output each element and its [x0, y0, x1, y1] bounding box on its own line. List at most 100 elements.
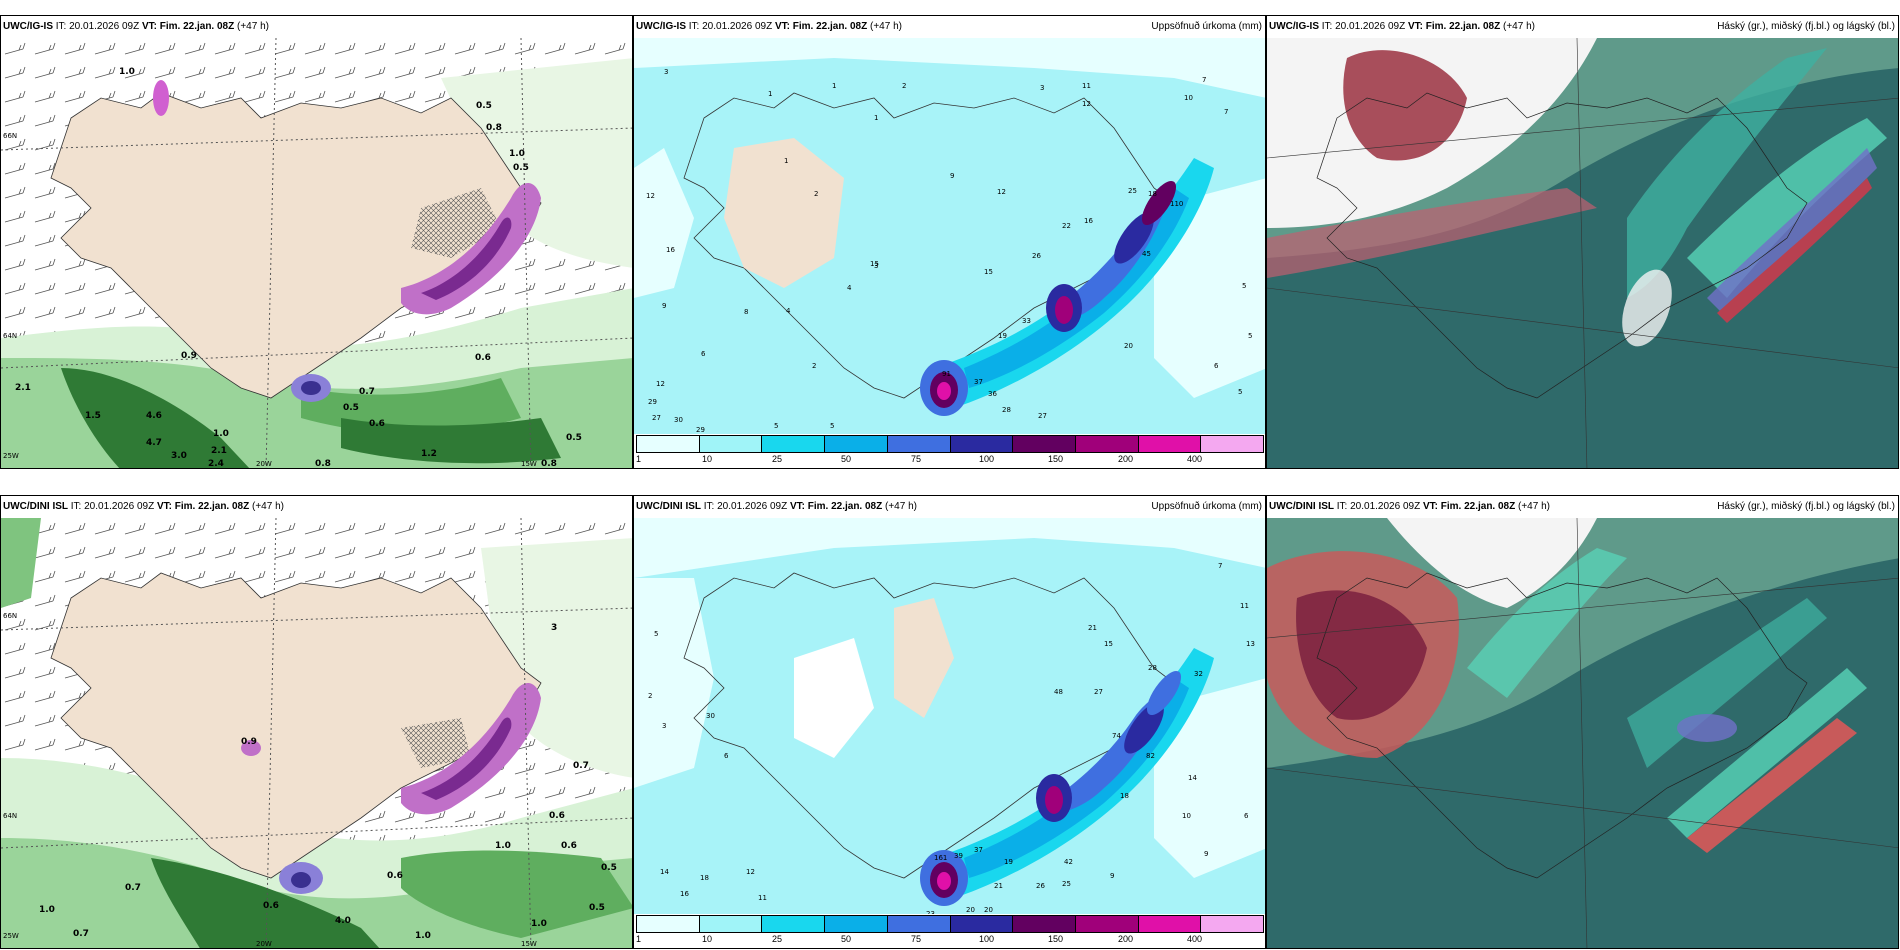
precip-value: 0.5	[601, 863, 617, 873]
precip-value: 0.6	[387, 871, 403, 881]
colorbar-label: 100	[979, 454, 995, 464]
lon-label: 15W	[521, 460, 537, 468]
lat-label: 66N	[3, 612, 17, 620]
precip-value: 3	[551, 623, 557, 633]
colorbar-label: 50	[841, 454, 852, 464]
panel-header: UWC/DINI ISL IT: 20.01.2026 09Z VT: Fim.…	[1267, 496, 1898, 518]
colorbar-label: 100	[979, 934, 995, 944]
lon-label: 20W	[256, 460, 272, 468]
model-name: UWC/DINI ISL	[1269, 501, 1334, 512]
precip-value: 74	[1112, 732, 1121, 740]
precip-value: 2	[902, 82, 906, 90]
panel-ig-is-cloud-cover: UWC/IG-IS IT: 20.01.2026 09Z VT: Fim. 22…	[1266, 15, 1899, 469]
colorbar-swatches	[636, 435, 1264, 453]
colorbar-swatch	[1138, 436, 1202, 452]
colorbar-label: 50	[841, 934, 852, 944]
init-time: IT: 20.01.2026 09Z	[1321, 21, 1406, 32]
precip-value: 5	[1242, 282, 1246, 290]
precip-value: 2.4	[208, 459, 224, 469]
map-accumulated-precip: 2 3 5 6 30 14 18 12 16 11 23 20 20 21 26…	[634, 518, 1265, 948]
precip-value: 4	[847, 284, 852, 292]
panel-header: UWC/DINI ISL IT: 20.01.2026 09Z VT: Fim.…	[1, 496, 632, 518]
colorbar-label: 200	[1118, 454, 1134, 464]
colorbar: 1 10 25 50 75 100 150 200 400	[634, 434, 1265, 468]
field-title: Uppsöfnuð úrkoma (mm)	[1151, 21, 1262, 32]
precip-value: 5	[1248, 332, 1252, 340]
precip-value: 33	[1022, 317, 1031, 325]
precip-value: 27	[652, 414, 661, 422]
precip-value: 4.6	[146, 411, 162, 421]
precip-value: 2	[648, 692, 652, 700]
precip-value: 30	[674, 416, 683, 424]
precip-value: 1	[874, 114, 878, 122]
lead-time: (+47 h)	[885, 501, 917, 512]
colorbar-label: 400	[1187, 934, 1203, 944]
precip-value: 0.7	[125, 883, 141, 893]
precip-value: 7	[1224, 108, 1228, 116]
precip-value: 22	[1062, 222, 1071, 230]
init-time: IT: 20.01.2026 09Z	[1336, 501, 1421, 512]
lon-label: 15W	[521, 940, 537, 948]
precip-value: 20	[984, 906, 993, 914]
precip-value: 9	[662, 302, 666, 310]
panel-header: UWC/IG-IS IT: 20.01.2026 09Z VT: Fim. 22…	[634, 16, 1265, 38]
precip-value: 0.6	[369, 419, 385, 429]
panel-dini-accumulated-precip: UWC/DINI ISL IT: 20.01.2026 09Z VT: Fim.…	[633, 495, 1266, 949]
precip-value: 19	[998, 332, 1007, 340]
colorbar-label: 25	[772, 934, 783, 944]
lead-time: (+47 h)	[1503, 21, 1535, 32]
colorbar-swatch	[950, 916, 1014, 932]
precip-value: 1.5	[85, 411, 101, 421]
precip-value: 16	[680, 890, 689, 898]
panel-header: UWC/DINI ISL IT: 20.01.2026 09Z VT: Fim.…	[634, 496, 1265, 518]
precip-value: 0.6	[561, 841, 577, 851]
field-title: Uppsöfnuð úrkoma (mm)	[1151, 501, 1262, 512]
precip-value: 2	[812, 362, 816, 370]
field-title: Háský (gr.), miðský (fj.bl.) og lágský (…	[1717, 501, 1895, 512]
precip-value: 12	[646, 192, 655, 200]
map-accumulated-precip: 3 1 2 3 1 11 12 7 10 7 1 12 16 9 6 1 9 1…	[634, 38, 1265, 468]
precip-value: 6	[701, 350, 706, 358]
precip-value: 1.0	[495, 841, 511, 851]
init-time: IT: 20.01.2026 09Z	[703, 501, 788, 512]
model-name: UWC/IG-IS	[636, 21, 686, 32]
precip-value: 0.9	[181, 351, 197, 361]
precip-value: 0.5	[513, 163, 529, 173]
colorbar-swatch	[1138, 916, 1202, 932]
colorbar-swatch	[637, 436, 700, 452]
precip-value: 0.6	[263, 901, 279, 911]
precip-value: 25	[1128, 187, 1137, 195]
colorbar-label: 10	[702, 934, 713, 944]
model-name: UWC/DINI ISL	[636, 501, 701, 512]
colorbar-swatch	[1075, 916, 1139, 932]
precip-value: 12	[997, 188, 1006, 196]
valid-time: Fim. 22.jan. 08Z	[174, 501, 250, 512]
precip-value: 1	[768, 90, 772, 98]
precip-value: 27	[1038, 412, 1047, 420]
precip-value: 5	[654, 630, 658, 638]
init-time: IT: 20.01.2026 09Z	[70, 501, 155, 512]
precip-value: 32	[1194, 670, 1203, 678]
precip-value: 14	[660, 868, 669, 876]
precip-value: 1.0	[531, 919, 547, 929]
valid-time-label: VT:	[789, 501, 805, 512]
lon-label: 25W	[3, 932, 19, 940]
colorbar-label: 75	[911, 934, 922, 944]
precip-value: 3	[1040, 84, 1044, 92]
precip-value: 30	[706, 712, 715, 720]
precip-value: 0.7	[359, 387, 375, 397]
precip-value: 6	[1214, 362, 1219, 370]
panel-header: UWC/IG-IS IT: 20.01.2026 09Z VT: Fim. 22…	[1267, 16, 1898, 38]
precip-value: 7	[1218, 562, 1222, 570]
colorbar-swatch	[699, 436, 763, 452]
precip-value: 5	[774, 422, 778, 430]
precip-value: 110	[1170, 200, 1183, 208]
precip-value: 15	[870, 260, 879, 268]
precip-value: 6	[724, 752, 729, 760]
precip-value: 2.1	[211, 446, 227, 456]
precip-value: 161	[934, 854, 947, 862]
precip-value: 10	[1184, 94, 1193, 102]
panel-ig-is-precip-wind: UWC/IG-IS IT: 20.01.2026 09Z VT: Fim. 22…	[0, 15, 633, 469]
precip-value: 2	[814, 190, 818, 198]
map-cloud-cover	[1267, 518, 1898, 948]
